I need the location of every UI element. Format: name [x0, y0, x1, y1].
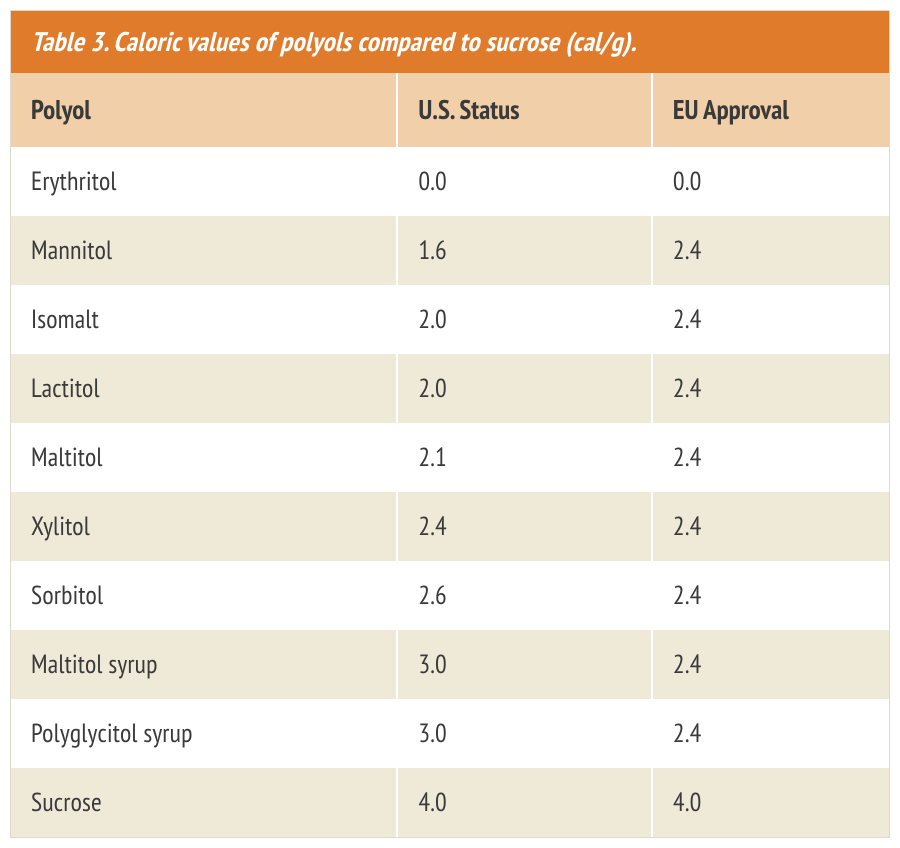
- cell-polyol: Erythritol: [11, 147, 397, 216]
- cell-polyol: Sucrose: [11, 768, 397, 837]
- cell-polyol: Maltitol syrup: [11, 630, 397, 699]
- table-header-row: Polyol U.S. Status EU Approval: [11, 73, 889, 147]
- data-table: Polyol U.S. Status EU Approval Erythrito…: [11, 73, 889, 837]
- cell-polyol: Polyglycitol syrup: [11, 699, 397, 768]
- cell-eu-approval: 2.4: [652, 285, 889, 354]
- cell-eu-approval: 2.4: [652, 216, 889, 285]
- cell-polyol: Isomalt: [11, 285, 397, 354]
- cell-polyol: Maltitol: [11, 423, 397, 492]
- table-row: Mannitol 1.6 2.4: [11, 216, 889, 285]
- table-row: Erythritol 0.0 0.0: [11, 147, 889, 216]
- cell-polyol: Mannitol: [11, 216, 397, 285]
- cell-eu-approval: 2.4: [652, 699, 889, 768]
- cell-us-status: 1.6: [397, 216, 652, 285]
- cell-polyol: Lactitol: [11, 354, 397, 423]
- column-header-polyol: Polyol: [11, 73, 397, 147]
- column-header-eu-approval: EU Approval: [652, 73, 889, 147]
- table-row: Maltitol 2.1 2.4: [11, 423, 889, 492]
- column-header-us-status: U.S. Status: [397, 73, 652, 147]
- cell-us-status: 2.6: [397, 561, 652, 630]
- cell-us-status: 3.0: [397, 630, 652, 699]
- cell-us-status: 2.0: [397, 354, 652, 423]
- cell-eu-approval: 2.4: [652, 630, 889, 699]
- cell-polyol: Xylitol: [11, 492, 397, 561]
- cell-eu-approval: 2.4: [652, 561, 889, 630]
- cell-eu-approval: 4.0: [652, 768, 889, 837]
- table-row: Maltitol syrup 3.0 2.4: [11, 630, 889, 699]
- cell-us-status: 0.0: [397, 147, 652, 216]
- cell-polyol: Sorbitol: [11, 561, 397, 630]
- table-row: Sucrose 4.0 4.0: [11, 768, 889, 837]
- table-row: Polyglycitol syrup 3.0 2.4: [11, 699, 889, 768]
- table-row: Lactitol 2.0 2.4: [11, 354, 889, 423]
- cell-eu-approval: 2.4: [652, 354, 889, 423]
- cell-eu-approval: 0.0: [652, 147, 889, 216]
- cell-us-status: 2.1: [397, 423, 652, 492]
- caloric-values-table: Table 3. Caloric values of polyols compa…: [10, 10, 890, 838]
- table-title: Table 3. Caloric values of polyols compa…: [11, 11, 889, 73]
- cell-us-status: 2.0: [397, 285, 652, 354]
- cell-eu-approval: 2.4: [652, 423, 889, 492]
- cell-us-status: 4.0: [397, 768, 652, 837]
- table-row: Xylitol 2.4 2.4: [11, 492, 889, 561]
- cell-us-status: 2.4: [397, 492, 652, 561]
- cell-eu-approval: 2.4: [652, 492, 889, 561]
- table-row: Sorbitol 2.6 2.4: [11, 561, 889, 630]
- table-row: Isomalt 2.0 2.4: [11, 285, 889, 354]
- cell-us-status: 3.0: [397, 699, 652, 768]
